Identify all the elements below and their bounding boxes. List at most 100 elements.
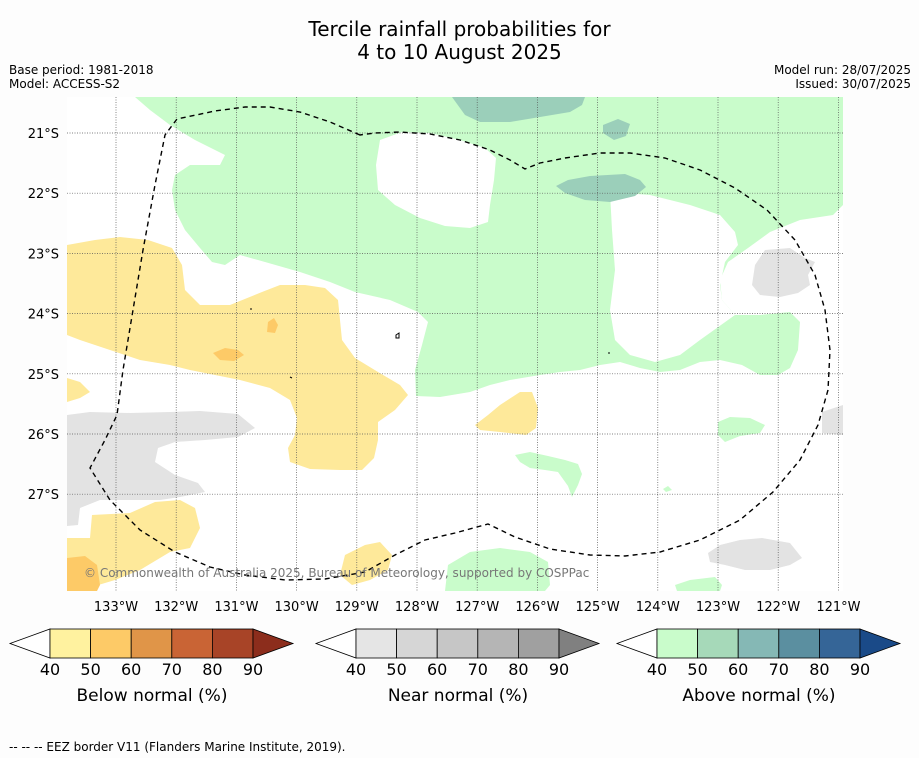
colorbar-tick-label: 70 xyxy=(161,660,182,679)
colorbar-tick-label: 70 xyxy=(467,660,488,679)
below-normal-50-region xyxy=(267,318,278,333)
longitude-label: 133°W xyxy=(94,600,138,615)
base-period-text: Base period: 1981-2018 xyxy=(9,63,154,77)
near-normal-title: Near normal (%) xyxy=(387,686,529,706)
longitude-label: 123°W xyxy=(696,600,740,615)
colorbar-segment xyxy=(211,628,254,659)
colorbar-tick-label: 80 xyxy=(809,660,830,679)
colorbar-segment xyxy=(737,628,780,659)
longitude-label: 131°W xyxy=(214,600,258,615)
no-dominant-region xyxy=(376,132,496,228)
title-line-2: 4 to 10 August 2025 xyxy=(357,40,562,64)
colorbar-tick-label: 50 xyxy=(386,660,407,679)
colorbar-tick-label: 90 xyxy=(849,660,871,679)
model-text: Model: ACCESS-S2 xyxy=(9,77,121,91)
above-normal-title: Above normal (%) xyxy=(682,686,836,706)
colorbar-tick-label: 90 xyxy=(548,660,570,679)
latitude-label: 27°S xyxy=(28,488,59,503)
above-normal-40-region xyxy=(445,548,550,591)
colorbar-tick-label: 40 xyxy=(646,660,668,679)
latitude-labels: 21°S 22°S 23°S 24°S 25°S 26°S 27°S xyxy=(28,127,59,503)
colorbar-tick-label: 70 xyxy=(768,660,789,679)
colorbar-tick-label: 40 xyxy=(39,660,61,679)
above-normal-40-region xyxy=(663,486,672,492)
colorbar-segment xyxy=(396,628,438,659)
title-line-1: Tercile rainfall probabilities for xyxy=(308,17,611,41)
colorbar-segment xyxy=(355,628,397,659)
eez-legend-note: -- -- -- EEZ border V11 (Flanders Marine… xyxy=(9,740,346,754)
colorbar-extend-low xyxy=(615,628,658,659)
run-info: Model run: 28/07/2025 Issued: 30/07/2025 xyxy=(774,63,911,91)
colorbar-tick-label: 60 xyxy=(427,660,448,679)
colorbar-segment xyxy=(656,628,698,659)
above-normal-60-region xyxy=(452,97,585,122)
gridlines xyxy=(67,97,843,591)
colorbar-segment xyxy=(477,628,519,659)
longitude-label: 124°W xyxy=(636,600,680,615)
near-normal-40-region xyxy=(67,411,255,526)
colorbar-extend-high xyxy=(859,628,902,659)
colorbar-extend-low xyxy=(8,628,51,659)
no-dominant-region xyxy=(610,192,738,362)
colorbar-extend-high xyxy=(252,628,295,659)
latitude-label: 26°S xyxy=(28,428,59,443)
eez-border-line xyxy=(89,106,831,581)
longitude-label: 121°W xyxy=(816,600,860,615)
longitude-label: 125°W xyxy=(576,600,620,615)
longitude-label: 130°W xyxy=(275,600,319,615)
longitude-label: 126°W xyxy=(515,600,559,615)
longitude-label: 129°W xyxy=(335,600,379,615)
colorbar-segment xyxy=(90,628,132,659)
longitude-label: 127°W xyxy=(455,600,499,615)
latitude-label: 21°S xyxy=(28,127,59,142)
colorbar-segment xyxy=(518,628,560,659)
longitude-labels: 133°W 132°W 131°W 130°W 129°W 128°W 127°W 126°W… xyxy=(94,600,861,615)
colorbar-tick-label: 60 xyxy=(121,660,142,679)
below-normal-40-region xyxy=(67,500,200,590)
latitude-label: 23°S xyxy=(28,247,59,262)
colorbar-tick-label: 50 xyxy=(80,660,101,679)
colorbar-segment xyxy=(49,628,91,659)
above-normal-60-region xyxy=(556,174,646,202)
below-normal-50-region xyxy=(67,556,100,591)
near-normal-40-region xyxy=(822,405,843,435)
issued-text: Issued: 30/07/2025 xyxy=(795,77,911,91)
longitude-label: 128°W xyxy=(395,600,439,615)
colorbars xyxy=(8,628,902,659)
above-normal-40-region xyxy=(718,417,765,442)
longitude-label: 122°W xyxy=(756,600,800,615)
model-info: Base period: 1981-2018 Model: ACCESS-S2 xyxy=(9,63,154,91)
colorbar-extend-high xyxy=(558,628,601,659)
colorbar-tick-label: 60 xyxy=(728,660,749,679)
latitude-label: 22°S xyxy=(28,187,59,202)
below-normal-40-region xyxy=(475,392,538,435)
colorbar-tick-label: 80 xyxy=(202,660,223,679)
contour-mark xyxy=(395,332,400,339)
latitude-label: 24°S xyxy=(28,308,59,323)
chart-title: Tercile rainfall probabilities for 4 to … xyxy=(0,18,919,64)
above-normal-60-region xyxy=(603,119,630,140)
above-normal-40-region xyxy=(515,452,582,497)
below-normal-title: Below normal (%) xyxy=(76,686,228,706)
colorbar-segment xyxy=(171,628,213,659)
copyright-text: © Commonwealth of Australia 2025, Bureau… xyxy=(84,566,589,580)
above-normal-40-region xyxy=(675,577,722,591)
longitude-label: 132°W xyxy=(154,600,198,615)
colorbar-segment xyxy=(697,628,739,659)
colorbar-segment xyxy=(130,628,173,659)
model-run-text: Model run: 28/07/2025 xyxy=(773,63,911,77)
contour-mark xyxy=(289,376,293,379)
latitude-label: 25°S xyxy=(28,368,59,383)
colorbar-extend-low xyxy=(314,628,357,659)
colorbar-tick-label: 50 xyxy=(687,660,708,679)
colorbar-segment xyxy=(778,628,820,659)
colorbar-segment xyxy=(819,628,861,659)
below-normal-40-region xyxy=(67,378,90,402)
colorbar-tick-label: 90 xyxy=(242,660,264,679)
colorbar-segment xyxy=(436,628,479,659)
near-normal-40-region xyxy=(752,248,815,297)
colorbar-tick-label: 80 xyxy=(508,660,529,679)
map-plot-area: © Commonwealth of Australia 2025, Bureau… xyxy=(67,97,843,591)
